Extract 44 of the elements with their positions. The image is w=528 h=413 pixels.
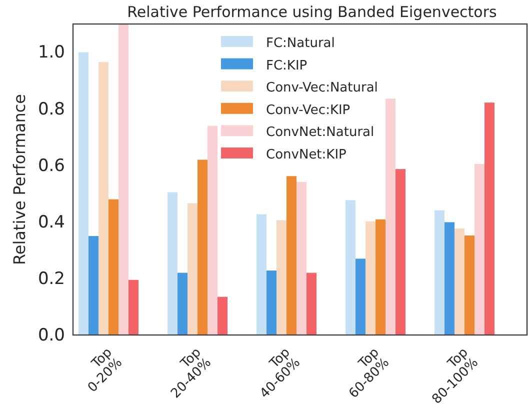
y-tick-label: 0.6 bbox=[38, 156, 65, 176]
bar bbox=[356, 258, 366, 335]
bar bbox=[464, 235, 474, 335]
y-tick-label: 0.8 bbox=[38, 99, 65, 120]
bar bbox=[108, 199, 118, 335]
bar bbox=[168, 192, 178, 335]
bar bbox=[386, 98, 396, 335]
bar bbox=[396, 169, 406, 335]
bar bbox=[88, 236, 98, 335]
bar bbox=[434, 210, 444, 335]
legend-label: FC:Natural bbox=[266, 36, 335, 51]
bar bbox=[484, 102, 494, 335]
legend-label: Conv-Vec:Natural bbox=[266, 80, 378, 96]
bar bbox=[286, 176, 296, 335]
y-tick-label: 1.0 bbox=[38, 42, 65, 63]
bar bbox=[78, 52, 88, 335]
legend-label: ConvNet:KIP bbox=[266, 148, 347, 162]
chart-title: Relative Performance using Banded Eigenvectors bbox=[127, 3, 498, 21]
bar bbox=[256, 214, 266, 335]
legend-label: FC:KIP bbox=[266, 58, 308, 74]
bar bbox=[98, 62, 108, 335]
bar bbox=[178, 272, 188, 335]
bar bbox=[366, 221, 376, 335]
legend-label: ConvNet:Natural bbox=[266, 125, 374, 140]
bar bbox=[208, 126, 218, 335]
bar bbox=[266, 270, 276, 335]
legend-label: Conv-Vec:KIP bbox=[266, 102, 350, 118]
bar bbox=[188, 203, 198, 335]
bar bbox=[276, 220, 286, 335]
y-axis-title: Relative Performance bbox=[10, 94, 29, 265]
bar bbox=[306, 272, 316, 335]
bar bbox=[296, 182, 306, 335]
bar bbox=[444, 222, 454, 335]
bar bbox=[454, 228, 464, 335]
y-tick-label: 0.0 bbox=[38, 325, 65, 346]
bar bbox=[474, 164, 484, 335]
bar bbox=[118, 24, 128, 335]
bar bbox=[218, 296, 228, 335]
bar bbox=[128, 280, 138, 335]
y-tick-label: 0.2 bbox=[38, 268, 65, 289]
bar bbox=[346, 200, 356, 335]
bar bbox=[198, 160, 208, 335]
bar bbox=[376, 219, 386, 335]
y-tick-label: 0.4 bbox=[38, 212, 65, 232]
